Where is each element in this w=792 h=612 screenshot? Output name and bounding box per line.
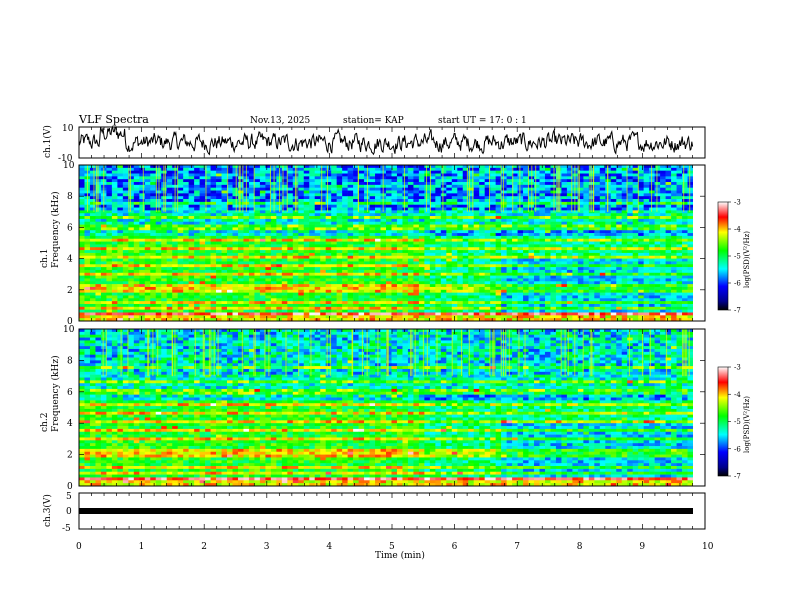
- x-tick-label: 10: [702, 542, 714, 552]
- x-tick-label: 0: [76, 542, 82, 552]
- y-tick-label: 10: [63, 161, 75, 171]
- ch3-ylabel: ch.3(V): [42, 494, 53, 527]
- ch2-spec-ylabel-channel: ch.2: [40, 413, 50, 432]
- ch1-ytick-top: 10: [62, 124, 74, 134]
- ch1-spec-ylabel-channel: ch.1: [40, 249, 50, 268]
- x-tick-label: 1: [139, 542, 145, 552]
- x-axis-tick-labels: 0 1 2 3 4 5 6 7 8 9 10: [76, 542, 714, 552]
- ch2-spec-ylabel-freq: Frequency (kHz): [50, 355, 61, 432]
- ch1-spec-yticks: 0 2 4 6 8 10: [63, 161, 705, 327]
- colorbar-tick-label: -7: [734, 307, 741, 315]
- x-tick-label: 8: [577, 542, 583, 552]
- ch3-panel: 5 0 -5 ch.3(V): [42, 492, 706, 534]
- ch1-spectrogram-image: [79, 165, 705, 322]
- ch2-spec-xticks: [78, 329, 706, 486]
- x-tick-label: 4: [326, 542, 332, 552]
- y-tick-label: 10: [63, 325, 75, 335]
- ch1-xticks: [78, 127, 706, 158]
- station-label: station= KAP: [343, 116, 404, 126]
- ch3-ytick-top: 5: [66, 492, 72, 502]
- ch1-ylabel: ch.1(V): [42, 125, 53, 158]
- ch1-ytick-bottom: -10: [58, 154, 73, 164]
- ch2-colorbar-label: log(PSD)(V²/Hz): [743, 396, 751, 453]
- ch1-spectrogram-panel: ch.1 Frequency (kHz) 0 2 4 6 8 10: [40, 161, 706, 327]
- x-tick-label: 5: [389, 542, 395, 552]
- colorbar-tick-label: -3: [734, 199, 741, 207]
- y-tick-label: 6: [67, 388, 73, 398]
- colorbar-tick-label: -5: [734, 418, 741, 426]
- date-label: Nov.13, 2025: [250, 116, 311, 126]
- ch1-waveform-panel: 10 -10 ch.1(V): [42, 124, 706, 164]
- ch2-colorbar: -3 -4 -5 -6 -7 log(PSD)(V²/Hz): [717, 364, 751, 481]
- x-tick-label: 2: [201, 542, 207, 552]
- ch2-spectrogram-image: [79, 329, 705, 487]
- ch3-ytick-mid: 0: [66, 507, 72, 517]
- x-axis-label: Time (min): [375, 550, 425, 561]
- y-tick-label: 4: [67, 419, 73, 429]
- ch3-signal-band: [79, 508, 693, 514]
- y-tick-label: 8: [67, 192, 73, 202]
- ch1-spec-xticks: [78, 165, 706, 321]
- y-tick-label: 2: [67, 286, 73, 296]
- ch1-colorbar: -3 -4 -5 -6 -7 log(PSD)(V²/Hz): [717, 199, 751, 315]
- ch3-xticks: [78, 493, 706, 529]
- y-tick-label: 2: [67, 451, 73, 461]
- start-time-label: start UT = 17: 0 : 1: [438, 116, 527, 126]
- x-tick-label: 6: [452, 542, 458, 552]
- ch3-ytick-bottom: -5: [62, 524, 71, 534]
- figure-title: VLF Spectra: [78, 113, 149, 126]
- colorbar-tick-label: -6: [734, 445, 741, 453]
- ch1-colorbar-label: log(PSD)(V²/Hz): [743, 231, 751, 288]
- ch2-spec-yticks: 0 2 4 6 8 10: [63, 325, 705, 492]
- y-tick-label: 4: [67, 255, 73, 265]
- colorbar-tick-label: -3: [734, 364, 741, 372]
- ch2-spectrogram-panel: ch.2 Frequency (kHz) 0 2 4 6 8 10: [40, 325, 706, 492]
- y-tick-label: 6: [67, 223, 73, 233]
- y-tick-label: 0: [67, 317, 73, 327]
- ch1-waveform-line: [78, 125, 694, 156]
- x-tick-label: 7: [514, 542, 520, 552]
- colorbar-tick-label: -4: [734, 226, 741, 234]
- ch1-spec-ylabel-freq: Frequency (kHz): [50, 191, 61, 268]
- x-tick-label: 9: [639, 542, 645, 552]
- colorbar-tick-label: -7: [734, 473, 741, 481]
- colorbar-tick-label: -5: [734, 253, 741, 261]
- x-tick-label: 3: [264, 542, 270, 552]
- colorbar-tick-label: -4: [734, 391, 741, 399]
- y-tick-label: 8: [67, 356, 73, 366]
- colorbar-tick-label: -6: [734, 280, 741, 288]
- y-tick-label: 0: [67, 482, 73, 492]
